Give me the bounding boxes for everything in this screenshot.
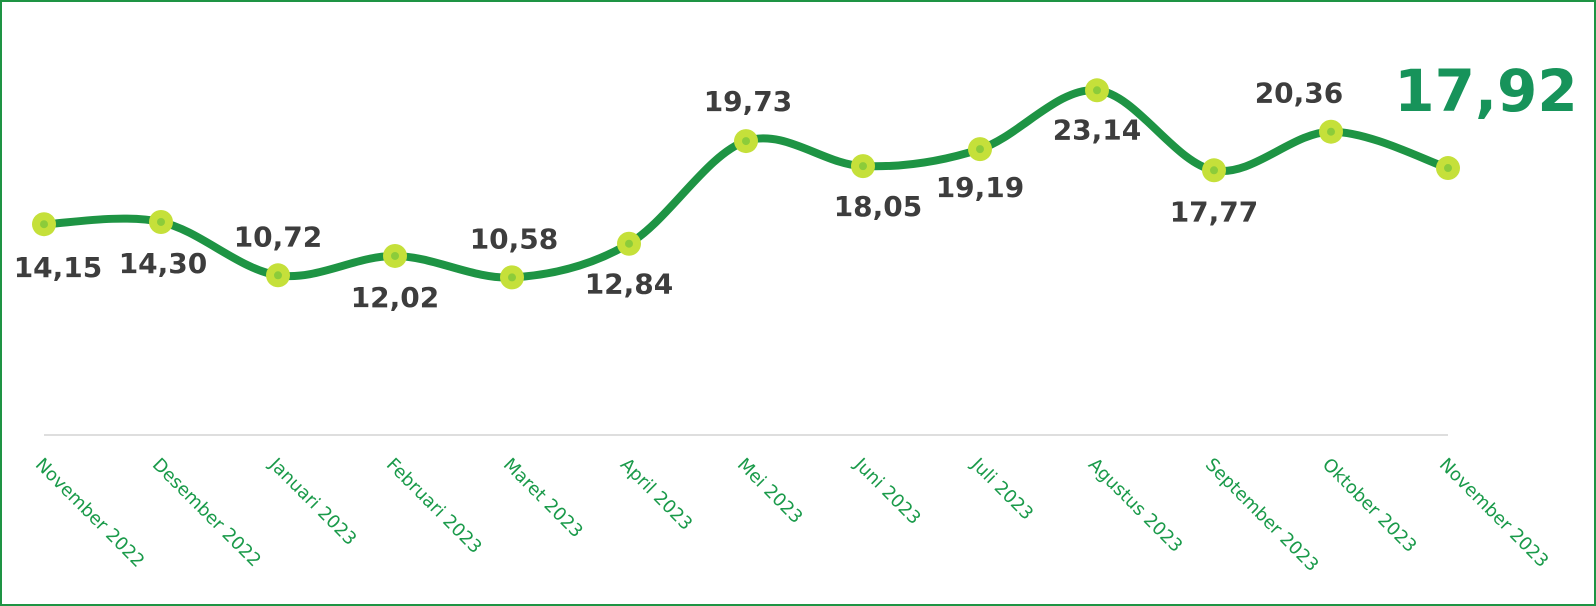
x-tick-label: November 2022 [31,454,149,572]
marker-dot [40,220,48,229]
marker-dot [157,217,165,226]
data-label: 12,84 [585,268,674,301]
marker-dot [859,162,867,171]
x-tick-label: April 2023 [616,454,696,534]
marker-dot [976,145,984,154]
x-tick-label: Mei 2023 [733,454,807,528]
data-label: 19,19 [936,171,1025,204]
x-tick-label: Januari 2023 [264,454,360,550]
data-label: 17,77 [1170,195,1259,228]
data-label: 14,30 [119,247,208,280]
x-tick-label: Oktober 2023 [1318,454,1421,557]
x-tick-label: Desember 2022 [148,454,265,571]
marker-dot [1210,166,1218,175]
marker-dot [625,239,633,248]
x-tick-label: Agustus 2023 [1084,454,1186,556]
data-label: 14,15 [14,251,103,284]
marker-dot [391,251,399,260]
data-label: 23,14 [1053,113,1142,146]
x-tick-label: Februari 2023 [382,454,486,558]
data-label: 20,36 [1255,77,1344,110]
marker-dot [1093,86,1101,95]
data-label: 12,02 [351,281,440,314]
x-tick-label: September 2023 [1201,454,1323,576]
data-label: 18,05 [834,190,923,223]
data-label: 10,72 [234,220,323,253]
marker-dot [1444,164,1452,173]
marker-dot [742,137,750,146]
x-tick-label: November 2023 [1435,454,1553,572]
marker-dot [274,271,282,280]
x-tick-label: Juli 2023 [966,454,1037,525]
x-tick-label: Maret 2023 [499,454,587,542]
x-tick-label: Juni 2023 [849,454,924,529]
marker-dot [508,273,516,282]
data-label: 19,73 [704,85,793,118]
current-value: 17,92 [1394,57,1577,125]
marker-dot [1327,127,1335,136]
data-label: 10,58 [470,222,559,255]
